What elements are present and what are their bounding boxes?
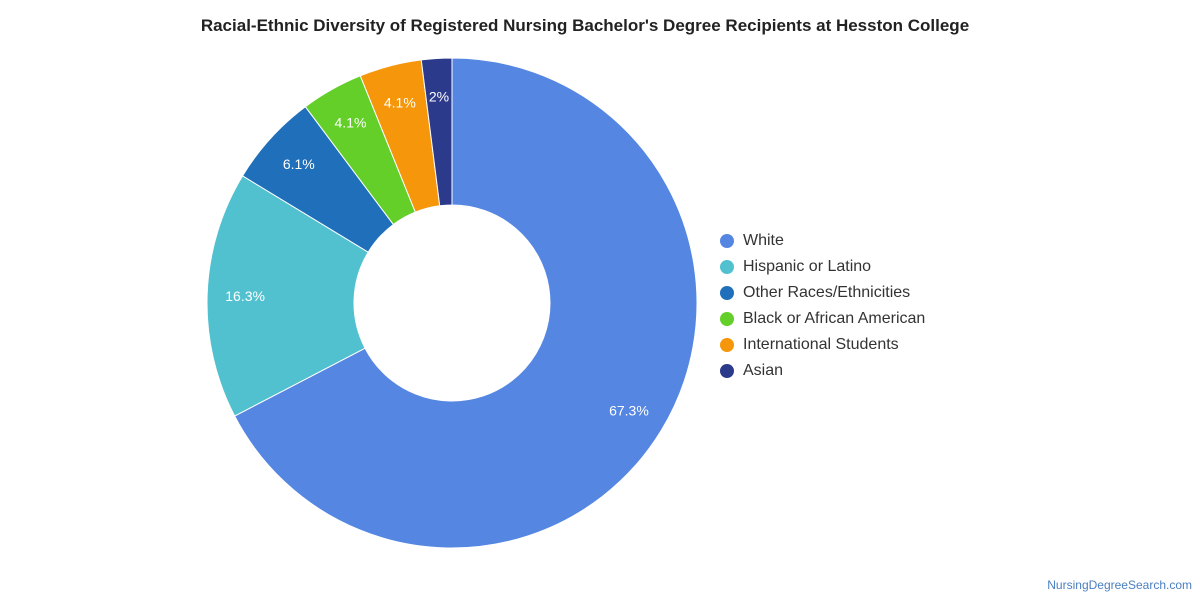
slice-label: 4.1% xyxy=(384,95,416,111)
legend-label: International Students xyxy=(743,336,899,353)
legend-item[interactable]: Black or African American xyxy=(720,306,925,332)
legend-swatch xyxy=(720,234,734,248)
legend-label: Black or African American xyxy=(743,310,926,327)
legend-swatch xyxy=(720,286,734,300)
slice-hispanic-or-latino[interactable] xyxy=(206,175,369,417)
legend-item[interactable]: Asian xyxy=(720,358,925,384)
slice-label: 16.3% xyxy=(225,288,265,304)
donut-slices xyxy=(206,57,698,549)
slice-label: 2% xyxy=(429,88,449,104)
slice-white[interactable] xyxy=(233,57,698,549)
legend-item[interactable]: International Students xyxy=(720,332,925,358)
legend-swatch xyxy=(720,312,734,326)
legend-label: White xyxy=(743,232,784,249)
legend-item[interactable]: Hispanic or Latino xyxy=(720,254,925,280)
legend-swatch xyxy=(720,260,734,274)
legend-label: Hispanic or Latino xyxy=(743,258,872,275)
slice-asian[interactable] xyxy=(420,57,453,207)
chart-title: Racial-Ethnic Diversity of Registered Nu… xyxy=(200,16,970,35)
slice-label: 67.3% xyxy=(609,402,649,418)
source-credit[interactable]: NursingDegreeSearch.com xyxy=(1047,578,1192,592)
legend: White Hispanic or Latino Other Races/Ethni… xyxy=(720,228,925,384)
slice-label: 4.1% xyxy=(335,115,367,131)
legend-label: Other Races/Ethnicities xyxy=(743,284,911,301)
legend-swatch xyxy=(720,364,734,378)
legend-swatch xyxy=(720,338,734,352)
slice-label: 6.1% xyxy=(283,156,315,172)
legend-item[interactable]: White xyxy=(720,228,925,254)
legend-label: Asian xyxy=(743,362,784,379)
legend-item[interactable]: Other Races/Ethnicities xyxy=(720,280,925,306)
slice-labels: 67.3% 16.3% 6.1% 4.1% 4.1% 2% xyxy=(225,88,649,418)
